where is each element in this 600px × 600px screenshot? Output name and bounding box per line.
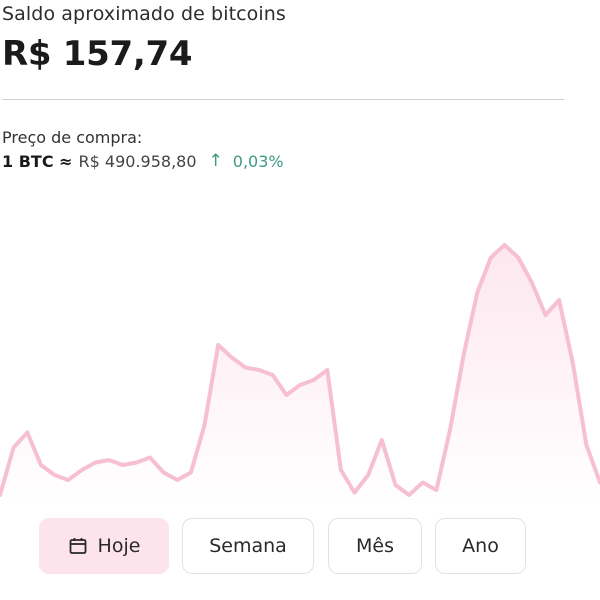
price-chart-line: [0, 243, 600, 497]
balance-value: R$ 157,74: [2, 34, 193, 74]
tab-mes-label: Mês: [356, 535, 394, 557]
tab-ano[interactable]: Ano: [435, 518, 526, 574]
tab-semana[interactable]: Semana: [182, 518, 314, 574]
range-tabs: Hoje Semana Mês Ano: [0, 518, 600, 576]
price-label: Preço de compra:: [2, 128, 143, 147]
price-row: 1 BTC ≈ R$ 490.958,80 ↑ 0,03%: [2, 151, 284, 171]
price-chart-area: [0, 245, 600, 505]
btc-unit-label: 1 BTC ≈: [2, 151, 73, 171]
arrow-up-icon: ↑: [208, 151, 223, 171]
tab-semana-label: Semana: [209, 535, 287, 557]
calendar-icon: [69, 538, 86, 554]
price-chart: [0, 243, 600, 505]
btc-price-value: R$ 490.958,80: [78, 151, 197, 171]
tab-ano-label: Ano: [462, 535, 499, 557]
tab-hoje[interactable]: Hoje: [39, 518, 169, 574]
price-change-value: 0,03%: [232, 151, 284, 171]
divider: [2, 99, 564, 100]
tab-hoje-label: Hoje: [97, 535, 141, 557]
tab-mes[interactable]: Mês: [328, 518, 422, 574]
price-change: ↑ 0,03%: [209, 151, 284, 171]
balance-title: Saldo aproximado de bitcoins: [2, 3, 286, 25]
